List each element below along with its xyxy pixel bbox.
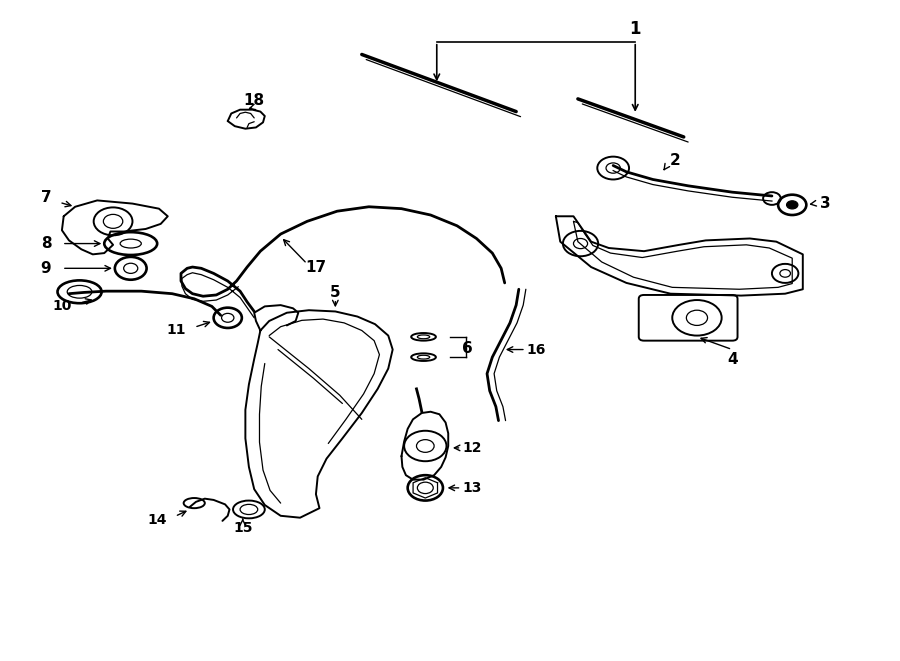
Text: 2: 2 [670, 153, 680, 168]
Text: 13: 13 [463, 481, 482, 495]
Text: 5: 5 [330, 285, 341, 300]
Text: 14: 14 [148, 512, 166, 527]
Text: 8: 8 [40, 236, 51, 251]
Text: 1: 1 [629, 20, 641, 38]
Text: 6: 6 [463, 341, 473, 356]
Text: 10: 10 [52, 299, 72, 313]
Text: 7: 7 [40, 190, 51, 205]
Text: 3: 3 [820, 196, 830, 211]
Text: 11: 11 [166, 323, 186, 338]
Text: 12: 12 [463, 441, 482, 455]
Text: 4: 4 [727, 352, 738, 367]
Text: 9: 9 [40, 261, 51, 276]
Text: 17: 17 [305, 260, 327, 274]
Text: 15: 15 [233, 522, 253, 535]
Circle shape [787, 201, 798, 209]
Text: 16: 16 [526, 342, 546, 356]
Text: 18: 18 [244, 93, 265, 108]
